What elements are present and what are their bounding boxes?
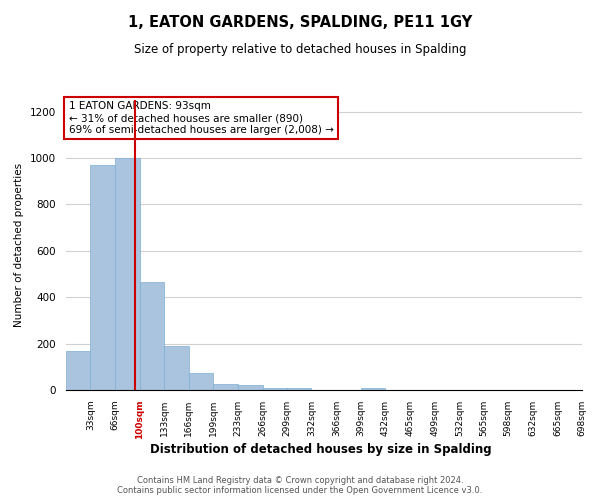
Text: 1 EATON GARDENS: 93sqm
← 31% of detached houses are smaller (890)
69% of semi-de: 1 EATON GARDENS: 93sqm ← 31% of detached…	[68, 102, 334, 134]
Bar	[213, 384, 238, 390]
Bar	[287, 388, 311, 390]
Bar	[263, 388, 287, 390]
Bar	[361, 388, 385, 390]
Bar	[238, 386, 263, 390]
Text: Distribution of detached houses by size in Spalding: Distribution of detached houses by size …	[150, 442, 492, 456]
Bar	[91, 165, 115, 390]
Bar	[66, 350, 91, 390]
Text: Size of property relative to detached houses in Spalding: Size of property relative to detached ho…	[134, 42, 466, 56]
Bar	[140, 282, 164, 390]
Bar	[189, 372, 213, 390]
Text: Contains HM Land Registry data © Crown copyright and database right 2024.
Contai: Contains HM Land Registry data © Crown c…	[118, 476, 482, 495]
Bar	[115, 158, 140, 390]
Y-axis label: Number of detached properties: Number of detached properties	[14, 163, 25, 327]
Bar	[164, 346, 189, 390]
Text: 1, EATON GARDENS, SPALDING, PE11 1GY: 1, EATON GARDENS, SPALDING, PE11 1GY	[128, 15, 472, 30]
